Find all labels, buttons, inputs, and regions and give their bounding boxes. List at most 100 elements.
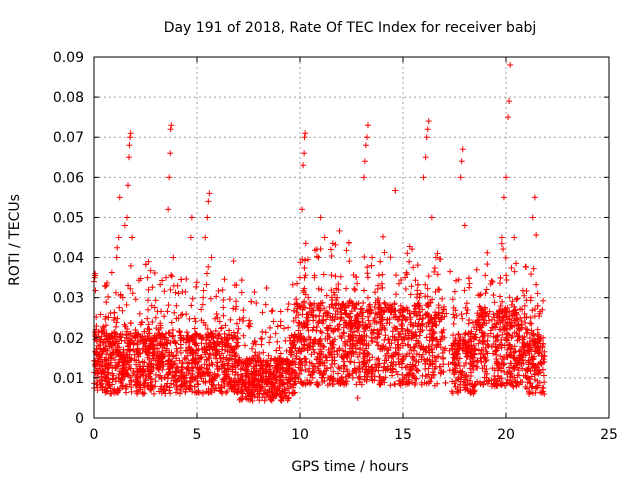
density-point: [112, 378, 119, 385]
density-point: [467, 365, 474, 372]
density-point: [498, 382, 505, 389]
density-point: [302, 272, 309, 279]
density-point: [347, 326, 354, 333]
density-point: [469, 319, 476, 326]
density-point: [393, 291, 400, 298]
density-point: [300, 380, 307, 387]
density-point: [277, 377, 284, 384]
density-point: [188, 374, 195, 381]
density-point: [426, 356, 433, 363]
density-point: [201, 361, 208, 368]
density-point: [119, 365, 126, 372]
density-point: [391, 301, 398, 308]
density-point: [332, 325, 339, 332]
density-point: [109, 376, 116, 383]
density-point: [442, 379, 449, 386]
density-point: [368, 309, 375, 316]
density-point: [289, 359, 296, 366]
density-point: [253, 382, 260, 389]
density-point: [127, 365, 134, 372]
density-point: [364, 264, 371, 271]
density-point: [371, 326, 378, 333]
y-tick-label: 0.02: [53, 331, 84, 347]
density-point: [500, 314, 507, 321]
density-point: [347, 332, 354, 339]
density-point: [267, 371, 274, 378]
density-point: [127, 262, 134, 269]
x-tick-label: 15: [394, 427, 412, 443]
density-point: [371, 304, 378, 311]
density-point: [359, 315, 366, 322]
y-tick-label: 0.04: [53, 251, 84, 267]
density-point: [167, 286, 174, 293]
density-point: [203, 340, 210, 347]
density-point: [168, 319, 175, 326]
density-point: [193, 283, 200, 290]
density-point: [116, 304, 123, 311]
density-point: [306, 359, 313, 366]
density-point: [228, 332, 235, 339]
density-point: [524, 326, 531, 333]
density-point: [273, 373, 280, 380]
density-point: [173, 384, 180, 391]
density-point: [436, 286, 443, 293]
density-point: [186, 359, 193, 366]
density-point: [136, 310, 143, 317]
density-point: [502, 254, 509, 261]
density-point: [406, 310, 413, 317]
density-point: [138, 319, 145, 326]
density-point: [482, 358, 489, 365]
data-point: [208, 254, 215, 261]
density-point: [315, 319, 322, 326]
density-point: [348, 308, 355, 315]
density-point: [98, 380, 105, 387]
density-point: [335, 281, 342, 288]
density-point: [266, 366, 273, 373]
density-point: [516, 348, 523, 355]
density-point: [519, 324, 526, 331]
density-point: [214, 371, 221, 378]
density-point: [274, 338, 281, 345]
density-point: [331, 357, 338, 364]
density-point: [247, 396, 254, 403]
density-point: [477, 355, 484, 362]
density-point: [93, 345, 100, 352]
density-point: [463, 385, 470, 392]
density-point: [501, 342, 508, 349]
density-point: [245, 322, 252, 329]
density-point: [350, 351, 357, 358]
data-point: [498, 234, 505, 241]
density-point: [122, 385, 129, 392]
density-point: [523, 263, 530, 270]
density-point: [126, 374, 133, 381]
density-point: [306, 365, 313, 372]
density-point: [132, 376, 139, 383]
density-point: [429, 352, 436, 359]
density-point: [293, 296, 300, 303]
density-point: [242, 367, 249, 374]
density-point: [324, 357, 331, 364]
density-point: [304, 256, 311, 263]
density-point: [252, 349, 259, 356]
data-point: [425, 118, 432, 125]
density-point: [339, 333, 346, 340]
density-point: [349, 374, 356, 381]
density-point: [140, 390, 147, 397]
density-point: [471, 387, 478, 394]
density-point: [473, 334, 480, 341]
data-point: [301, 134, 308, 141]
density-point: [518, 357, 525, 364]
density-point: [322, 353, 329, 360]
density-point: [377, 320, 384, 327]
density-point: [452, 335, 459, 342]
density-point: [259, 309, 266, 316]
density-point: [540, 297, 547, 304]
density-point: [112, 323, 119, 330]
density-point: [174, 376, 181, 383]
density-point: [491, 373, 498, 380]
density-point: [137, 350, 144, 357]
density-point: [295, 335, 302, 342]
density-point: [413, 333, 420, 340]
density-point: [356, 379, 363, 386]
